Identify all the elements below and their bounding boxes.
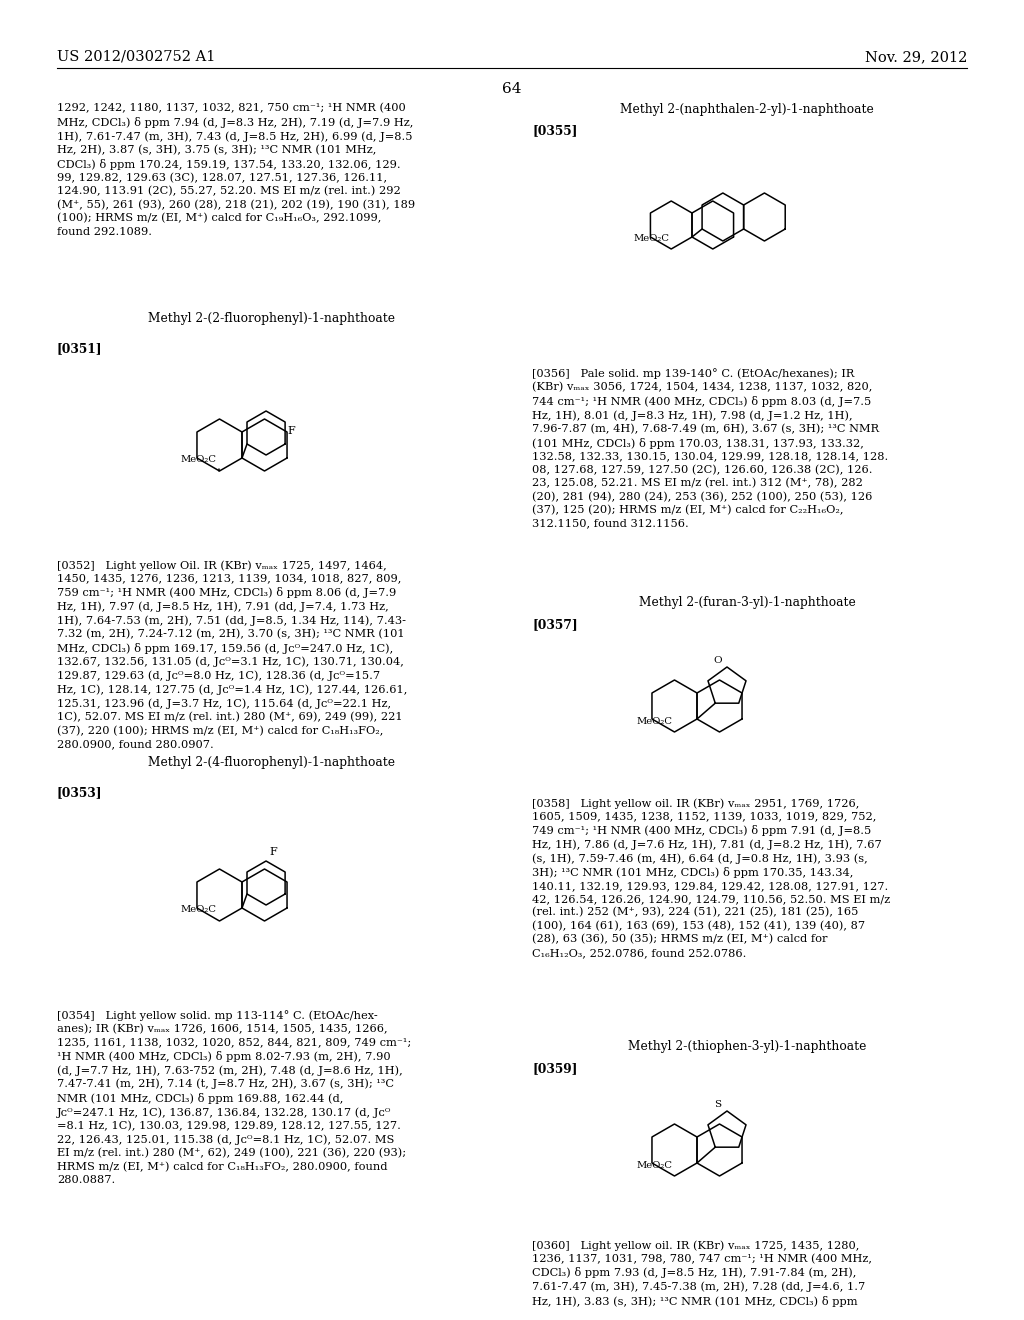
Text: MeO₂C: MeO₂C xyxy=(637,717,673,726)
Text: Methyl 2-(naphthalen-2-yl)-1-naphthoate: Methyl 2-(naphthalen-2-yl)-1-naphthoate xyxy=(621,103,873,116)
Text: Nov. 29, 2012: Nov. 29, 2012 xyxy=(864,50,967,63)
Text: MeO₂C: MeO₂C xyxy=(180,906,216,913)
Text: MeO₂C: MeO₂C xyxy=(637,1162,673,1170)
Text: [0356]   Pale solid. mp 139-140° C. (EtOAc/hexanes); IR
(KBr) vₘₐₓ 3056, 1724, 1: [0356] Pale solid. mp 139-140° C. (EtOAc… xyxy=(532,368,888,529)
Text: Methyl 2-(2-fluorophenyl)-1-naphthoate: Methyl 2-(2-fluorophenyl)-1-naphthoate xyxy=(148,312,395,325)
Text: 64: 64 xyxy=(502,82,522,96)
Text: S: S xyxy=(714,1100,721,1109)
Text: [0351]: [0351] xyxy=(57,342,102,355)
Text: F: F xyxy=(269,847,276,857)
Text: US 2012/0302752 A1: US 2012/0302752 A1 xyxy=(57,50,215,63)
Text: Methyl 2-(4-fluorophenyl)-1-naphthoate: Methyl 2-(4-fluorophenyl)-1-naphthoate xyxy=(148,756,395,770)
Text: [0360]   Light yellow oil. IR (KBr) vₘₐₓ 1725, 1435, 1280,
1236, 1137, 1031, 798: [0360] Light yellow oil. IR (KBr) vₘₐₓ 1… xyxy=(532,1239,872,1307)
Text: [0354]   Light yellow solid. mp 113-114° C. (EtOAc/hex-
anes); IR (KBr) vₘₐₓ 172: [0354] Light yellow solid. mp 113-114° C… xyxy=(57,1010,412,1185)
Text: [0359]: [0359] xyxy=(532,1063,578,1074)
Text: F: F xyxy=(287,426,295,436)
Text: [0357]: [0357] xyxy=(532,618,578,631)
Text: Methyl 2-(furan-3-yl)-1-naphthoate: Methyl 2-(furan-3-yl)-1-naphthoate xyxy=(639,597,855,609)
Text: MeO₂C: MeO₂C xyxy=(633,234,670,243)
Text: 1292, 1242, 1180, 1137, 1032, 821, 750 cm⁻¹; ¹H NMR (400
MHz, CDCl₃) δ ppm 7.94 : 1292, 1242, 1180, 1137, 1032, 821, 750 c… xyxy=(57,103,415,236)
Text: Methyl 2-(thiophen-3-yl)-1-naphthoate: Methyl 2-(thiophen-3-yl)-1-naphthoate xyxy=(628,1040,866,1053)
Text: [0355]: [0355] xyxy=(532,124,578,137)
Text: O: O xyxy=(713,656,722,665)
Text: [0358]   Light yellow oil. IR (KBr) vₘₐₓ 2951, 1769, 1726,
1605, 1509, 1435, 123: [0358] Light yellow oil. IR (KBr) vₘₐₓ 2… xyxy=(532,799,890,958)
Text: [0353]: [0353] xyxy=(57,785,102,799)
Text: [0352]   Light yellow Oil. IR (KBr) vₘₐₓ 1725, 1497, 1464,
1450, 1435, 1276, 123: [0352] Light yellow Oil. IR (KBr) vₘₐₓ 1… xyxy=(57,560,408,748)
Text: MeO₂C: MeO₂C xyxy=(180,455,216,465)
